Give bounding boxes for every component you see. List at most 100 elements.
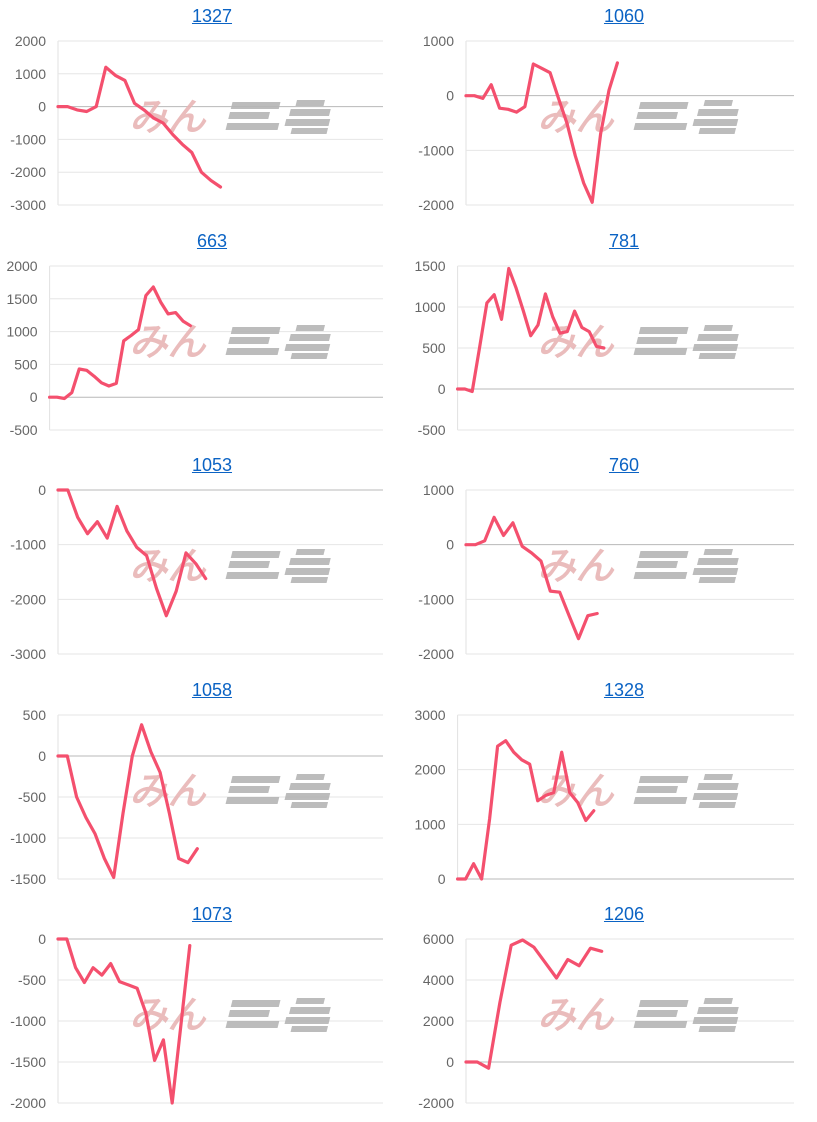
- y-tick-label: -3000: [10, 197, 46, 213]
- chart-panel: 0 -500 -1000 -1500 -2000 みん 1073: [0, 898, 408, 1122]
- chart-title-link[interactable]: 1073: [192, 904, 232, 924]
- chart-title-link[interactable]: 760: [609, 455, 639, 475]
- chart-panel: 1000 0 -1000 -2000 みん 1060: [408, 0, 816, 224]
- chart-panel: 6000 4000 2000 0 -2000 みん 1206: [408, 898, 816, 1122]
- svg-text:みん: みん: [535, 320, 622, 364]
- y-tick-label: 0: [446, 88, 454, 104]
- chart-title-link[interactable]: 781: [609, 231, 639, 251]
- watermark-logo: みん: [535, 994, 744, 1038]
- line-chart: 0 -1000 -2000 -3000 みん: [0, 449, 408, 673]
- watermark-logo: みん: [127, 769, 336, 813]
- y-tick-label: 2000: [15, 33, 46, 49]
- y-tick-label: 500: [23, 707, 47, 723]
- y-tick-label: 1500: [6, 290, 37, 306]
- y-tick-label: -3000: [10, 646, 46, 662]
- y-tick-label: -500: [418, 422, 446, 438]
- y-tick-label: -1000: [10, 1013, 46, 1029]
- y-tick-label: -2000: [10, 1095, 46, 1111]
- y-tick-label: -1500: [10, 871, 46, 887]
- chart-panel: 500 0 -500 -1000 -1500 みん 1058: [0, 674, 408, 898]
- y-tick-label: 1000: [423, 482, 454, 498]
- y-tick-label: 1000: [414, 816, 445, 832]
- y-tick-label: -2000: [10, 591, 46, 607]
- line-chart: 6000 4000 2000 0 -2000 みん: [408, 898, 816, 1122]
- chart-title: 1327: [8, 6, 416, 27]
- y-tick-label: 500: [422, 340, 446, 356]
- y-tick-label: 2000: [423, 1013, 454, 1029]
- y-tick-label: -2000: [418, 1095, 454, 1111]
- chart-title-link[interactable]: 1053: [192, 455, 232, 475]
- chart-title: 781: [420, 231, 817, 252]
- y-tick-label: 4000: [423, 972, 454, 988]
- y-tick-label: -1000: [10, 537, 46, 553]
- y-tick-label: 1000: [414, 299, 445, 315]
- chart-title-link[interactable]: 1206: [604, 904, 644, 924]
- y-tick-label: 0: [30, 389, 38, 405]
- y-tick-label: 6000: [423, 931, 454, 947]
- y-tick-label: 0: [446, 537, 454, 553]
- chart-panel: 1000 0 -1000 -2000 みん 760: [408, 449, 816, 673]
- y-tick-label: 0: [38, 931, 46, 947]
- y-tick-label: -1500: [10, 1054, 46, 1070]
- y-tick-label: 2000: [414, 761, 445, 777]
- y-tick-label: 1000: [15, 66, 46, 82]
- y-tick-label: -1000: [10, 131, 46, 147]
- line-chart: 2000 1500 1000 500 0 -500 みん: [0, 225, 408, 449]
- y-tick-label: -500: [10, 422, 38, 438]
- y-tick-label: -2000: [10, 164, 46, 180]
- line-chart: 1000 0 -1000 -2000 みん: [408, 0, 816, 224]
- watermark-logo: みん: [535, 545, 744, 589]
- y-tick-label: 0: [438, 381, 446, 397]
- chart-title: 760: [420, 455, 817, 476]
- chart-title: 663: [8, 231, 416, 252]
- chart-panel: 2000 1000 0 -1000 -2000 -3000 みん 1327: [0, 0, 408, 224]
- svg-text:みん: みん: [535, 96, 622, 140]
- y-tick-label: 3000: [414, 707, 445, 723]
- chart-title-link[interactable]: 1328: [604, 680, 644, 700]
- chart-title-link[interactable]: 1327: [192, 6, 232, 26]
- y-tick-label: -1000: [418, 591, 454, 607]
- y-tick-label: -2000: [418, 197, 454, 213]
- chart-title-link[interactable]: 1060: [604, 6, 644, 26]
- watermark-logo: みん: [127, 320, 336, 364]
- chart-panel: 2000 1500 1000 500 0 -500 みん 663: [0, 225, 408, 449]
- line-chart: 1500 1000 500 0 -500 みん: [408, 225, 816, 449]
- y-tick-label: -2000: [418, 646, 454, 662]
- chart-title: 1073: [8, 904, 416, 925]
- y-tick-label: -1000: [418, 142, 454, 158]
- watermark-logo: みん: [127, 545, 336, 589]
- y-tick-label: 0: [446, 1054, 454, 1070]
- chart-title: 1060: [420, 6, 817, 27]
- svg-text:みん: みん: [127, 769, 214, 813]
- y-tick-label: 0: [438, 871, 446, 887]
- y-tick-label: 0: [38, 748, 46, 764]
- chart-panel: 0 -1000 -2000 -3000 みん 1053: [0, 449, 408, 673]
- y-tick-label: -1000: [10, 830, 46, 846]
- chart-title: 1058: [8, 680, 416, 701]
- chart-title-link[interactable]: 663: [197, 231, 227, 251]
- y-tick-label: 0: [38, 482, 46, 498]
- line-chart: 2000 1000 0 -1000 -2000 -3000 みん: [0, 0, 408, 224]
- line-chart: 500 0 -500 -1000 -1500 みん: [0, 674, 408, 898]
- watermark-logo: みん: [535, 320, 744, 364]
- chart-title: 1206: [420, 904, 817, 925]
- chart-title: 1053: [8, 455, 416, 476]
- line-chart: 1000 0 -1000 -2000 みん: [408, 449, 816, 673]
- chart-title-link[interactable]: 1058: [192, 680, 232, 700]
- chart-panel: 1500 1000 500 0 -500 みん 781: [408, 225, 816, 449]
- svg-text:みん: みん: [535, 994, 622, 1038]
- y-tick-label: 500: [14, 356, 38, 372]
- chart-title: 1328: [420, 680, 817, 701]
- y-tick-label: 1000: [6, 323, 37, 339]
- y-tick-label: -500: [18, 972, 46, 988]
- y-tick-label: 2000: [6, 258, 37, 274]
- watermark-logo: みん: [127, 96, 336, 140]
- watermark-logo: みん: [127, 994, 336, 1038]
- line-chart: 0 -500 -1000 -1500 -2000 みん: [0, 898, 408, 1122]
- y-tick-label: 0: [38, 99, 46, 115]
- y-tick-label: 1000: [423, 33, 454, 49]
- y-tick-label: -500: [18, 789, 46, 805]
- y-tick-label: 1500: [414, 258, 445, 274]
